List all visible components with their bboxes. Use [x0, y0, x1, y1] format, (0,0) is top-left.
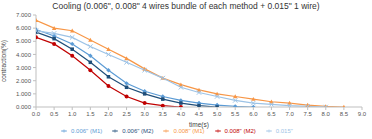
- svg-text:0.000: 0.000: [16, 104, 32, 110]
- svg-text:8.5: 8.5: [340, 111, 349, 117]
- svg-text:5.5: 5.5: [231, 111, 240, 117]
- svg-text:6.000: 6.000: [16, 25, 32, 31]
- svg-text:7.000: 7.000: [16, 13, 32, 18]
- svg-text:1.0: 1.0: [68, 111, 77, 117]
- svg-text:2.5: 2.5: [122, 111, 131, 117]
- svg-text:0.5: 0.5: [50, 111, 59, 117]
- svg-text:1.000: 1.000: [16, 91, 32, 97]
- svg-text:7.5: 7.5: [303, 111, 312, 117]
- html-text:0.006" (M1): 0.006" (M1): [71, 128, 103, 134]
- svg-text:6.0: 6.0: [249, 111, 258, 117]
- svg-text:8.0: 8.0: [322, 111, 331, 117]
- svg-text:7.0: 7.0: [285, 111, 294, 117]
- svg-text:3.0: 3.0: [140, 111, 149, 117]
- svg-text:4.0: 4.0: [177, 111, 186, 117]
- html-text:0.015": 0.015": [275, 128, 293, 134]
- html-text:0.006" (M2): 0.006" (M2): [122, 128, 154, 134]
- svg-text:5.000: 5.000: [16, 38, 32, 44]
- html-text:0.008" (M2): 0.008" (M2): [224, 128, 256, 134]
- svg-text:time(s): time(s): [189, 121, 209, 129]
- svg-text:2.0: 2.0: [104, 111, 113, 117]
- svg-text:9.0: 9.0: [358, 111, 364, 117]
- svg-text:contraction(%): contraction(%): [8, 40, 9, 82]
- svg-text:0.0: 0.0: [32, 111, 41, 117]
- html-text:0.008" (M1): 0.008" (M1): [173, 128, 205, 134]
- html-text:Cooling (0.006", 0.008" 4 wire: Cooling (0.006", 0.008" 4 wires bundle o…: [52, 1, 320, 11]
- svg-text:5.0: 5.0: [213, 111, 222, 117]
- svg-text:3.5: 3.5: [159, 111, 168, 117]
- svg-text:2.000: 2.000: [16, 78, 32, 84]
- svg-text:6.5: 6.5: [267, 111, 276, 117]
- svg-text:4.000: 4.000: [16, 52, 32, 58]
- svg-text:4.5: 4.5: [195, 111, 204, 117]
- svg-text:3.000: 3.000: [16, 65, 32, 71]
- svg-text:1.5: 1.5: [86, 111, 95, 117]
